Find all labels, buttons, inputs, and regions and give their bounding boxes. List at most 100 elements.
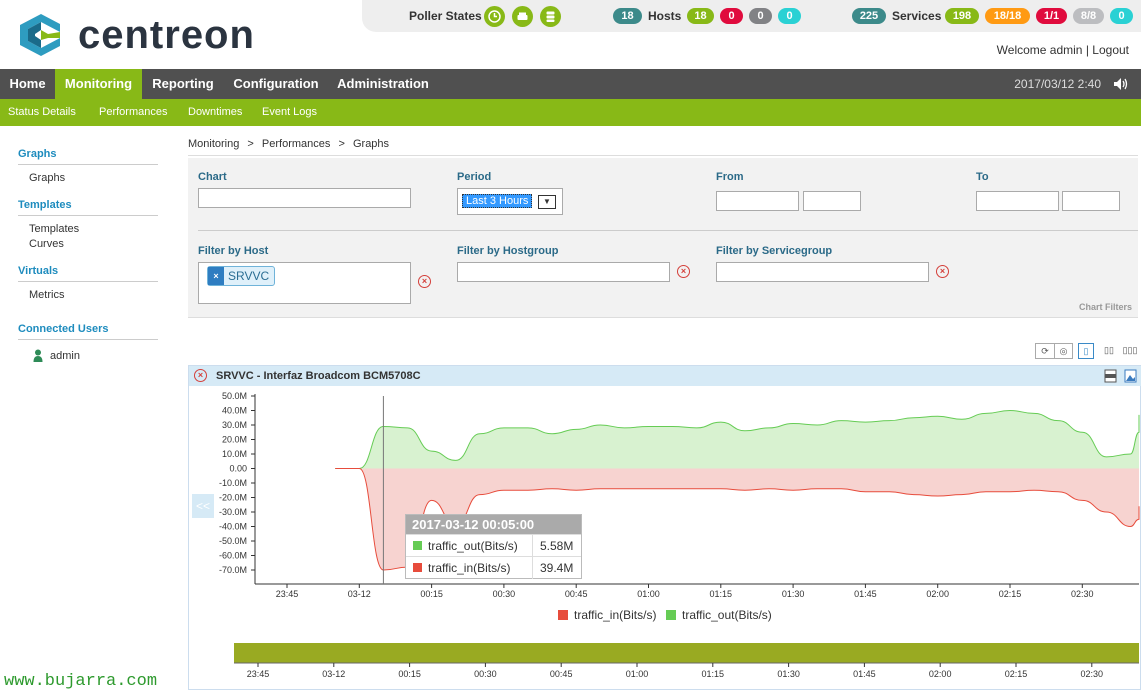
hostgroup-filter-label: Filter by Hostgroup	[457, 245, 559, 257]
centreon-logo-icon	[20, 14, 60, 56]
chevron-down-icon[interactable]: ▼	[538, 195, 556, 209]
nav-monitoring[interactable]: Monitoring	[55, 69, 142, 99]
subnav-downtimes[interactable]: Downtimes	[188, 106, 243, 118]
legend-label: traffic_in(Bits/s)	[574, 608, 657, 622]
export-image-icon[interactable]	[1124, 369, 1137, 383]
navigator-tick-label: 23:45	[247, 669, 270, 679]
x-tick-label: 01:30	[782, 589, 805, 599]
host-tag-label: SRVVC	[228, 269, 270, 283]
sidebar-item-curves[interactable]: Curves	[29, 238, 64, 250]
tag-remove-icon[interactable]: ×	[208, 267, 224, 285]
sidebar-item-admin-user[interactable]: admin	[50, 350, 80, 362]
services-ok-badge[interactable]: 198	[945, 8, 979, 24]
clear-servicegroup-icon[interactable]: ×	[936, 265, 949, 278]
y-tick-label: -70.0M	[219, 565, 247, 575]
sidebar-item-templates[interactable]: Templates	[29, 223, 80, 235]
chart-filters-toggle[interactable]: Chart Filters	[1078, 302, 1132, 312]
to-time-input[interactable]	[1062, 191, 1120, 211]
services-warning-badge[interactable]: 18/18	[985, 8, 1030, 24]
clear-hostgroup-icon[interactable]: ×	[677, 265, 690, 278]
logout-link[interactable]: Logout	[1092, 43, 1129, 57]
nav-home[interactable]: Home	[9, 76, 46, 91]
close-chart-icon[interactable]: ×	[194, 369, 207, 382]
navigator-tick-label: 02:15	[1005, 669, 1028, 679]
status-strip: Poller States 18 Hosts 18 0 0 0 225 Serv…	[362, 0, 1141, 32]
y-tick-label: 10.0M	[222, 449, 247, 459]
breadcrumb-graphs[interactable]: Graphs	[352, 138, 390, 150]
sidebar-item-graphs[interactable]: Graphs	[29, 172, 66, 184]
user-icon	[33, 349, 43, 362]
current-datetime: 2017/03/12 2:40	[1014, 77, 1101, 91]
sidebar-section-connected-users: Connected Users	[18, 323, 158, 340]
breadcrumb-performances[interactable]: Performances	[261, 138, 331, 150]
to-date-input[interactable]	[976, 191, 1059, 211]
hosts-pending-badge[interactable]: 0	[778, 8, 801, 24]
tooltip-divider	[532, 535, 533, 557]
services-critical-badge[interactable]: 1/1	[1036, 8, 1067, 24]
from-label: From	[716, 171, 744, 183]
watermark: www.bujarra.com	[4, 672, 158, 691]
subnav-performances[interactable]: Performances	[99, 106, 168, 118]
centreon-logo[interactable]: centreon	[18, 12, 255, 58]
sidebar-section-templates: Templates	[18, 199, 158, 216]
services-pending-badge[interactable]: 0	[1110, 8, 1133, 24]
services-unknown-badge[interactable]: 8/8	[1073, 8, 1104, 24]
clear-host-icon[interactable]: ×	[418, 275, 431, 288]
breadcrumb-divider	[188, 155, 1138, 156]
hosts-unreachable-badge[interactable]: 0	[749, 8, 772, 24]
subnav-status-details[interactable]: Status Details	[8, 106, 76, 118]
period-label: Period	[457, 171, 492, 183]
layout-two-columns-icon[interactable]: ▯▯	[1101, 343, 1117, 359]
legend-item-traffic-out[interactable]: traffic_out(Bits/s)	[666, 608, 772, 622]
hosts-up-badge[interactable]: 18	[687, 8, 714, 24]
tooltip-series-name: traffic_in(Bits/s)	[428, 561, 511, 575]
traffic-in-area	[335, 468, 1139, 570]
nav-administration[interactable]: Administration	[337, 76, 429, 91]
centreon-logo-text: centreon	[78, 12, 255, 57]
hosts-down-badge[interactable]: 0	[720, 8, 743, 24]
main-nav: Home Monitoring Reporting Configuration …	[0, 69, 1141, 99]
breadcrumb: Monitoring > Performances > Graphs	[188, 138, 389, 150]
hostgroup-filter-input[interactable]	[457, 262, 670, 282]
services-total-badge[interactable]: 225	[852, 8, 886, 24]
chart-filter-label: Chart	[198, 171, 227, 183]
layout-three-columns-icon[interactable]: ▯▯▯	[1121, 343, 1139, 359]
navigator-tick-label: 00:15	[398, 669, 421, 679]
servicegroup-filter-label: Filter by Servicegroup	[716, 245, 833, 257]
tooltip-series-value: 39.4M	[540, 561, 574, 575]
tooltip-swatch	[413, 563, 422, 572]
x-tick-label: 01:00	[637, 589, 660, 599]
nav-configuration[interactable]: Configuration	[233, 76, 319, 91]
sidebar-item-metrics[interactable]: Metrics	[29, 289, 65, 301]
nav-reporting[interactable]: Reporting	[152, 76, 214, 91]
host-filter-input[interactable]: × SRVVC	[198, 262, 411, 304]
welcome-separator: |	[1085, 43, 1089, 57]
filters-divider	[198, 230, 1138, 231]
scroll-left-icon[interactable]: <<	[192, 494, 214, 518]
chart-input[interactable]	[198, 188, 411, 208]
poller-clock-icon[interactable]	[484, 6, 505, 27]
x-tick-label: 02:00	[926, 589, 949, 599]
breadcrumb-monitoring[interactable]: Monitoring	[188, 138, 240, 150]
from-date-input[interactable]	[716, 191, 799, 211]
navigator-tick-label: 01:30	[777, 669, 800, 679]
poller-car-icon[interactable]	[512, 6, 533, 27]
hosts-total-badge[interactable]: 18	[613, 8, 642, 24]
tooltip-row: traffic_out(Bits/s) 5.58M	[406, 534, 581, 557]
from-time-input[interactable]	[803, 191, 861, 211]
poller-database-icon[interactable]	[540, 6, 561, 27]
sound-icon[interactable]	[1113, 77, 1128, 91]
x-tick-label: 00:15	[420, 589, 443, 599]
legend-item-traffic-in[interactable]: traffic_in(Bits/s)	[558, 608, 656, 622]
zoom-reset-icon[interactable]: ◎	[1054, 343, 1073, 359]
layout-one-column-icon[interactable]: ▯	[1078, 343, 1094, 359]
period-select[interactable]: Last 3 Hours ▼	[457, 188, 563, 215]
filters-panel: Chart Period Last 3 Hours ▼ From To Filt…	[188, 158, 1138, 318]
x-tick-label: 02:30	[1071, 589, 1094, 599]
subnav-event-logs[interactable]: Event Logs	[262, 106, 318, 118]
x-tick-label: 02:15	[999, 589, 1022, 599]
servicegroup-filter-input[interactable]	[716, 262, 929, 282]
legend-swatch	[558, 610, 568, 620]
export-csv-icon[interactable]	[1104, 369, 1117, 383]
